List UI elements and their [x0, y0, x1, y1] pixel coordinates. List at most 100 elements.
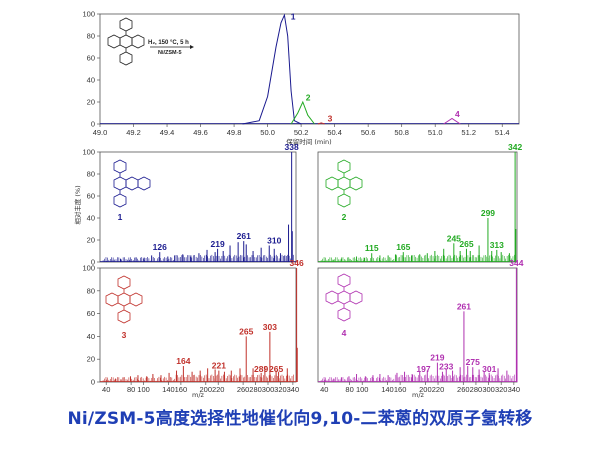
chrom-series-2: [290, 100, 315, 125]
ms4-x-tick-label: 260: [457, 385, 470, 394]
chrom-y-tick-label: 20: [87, 98, 95, 107]
ms1-y-tick-label: 0: [91, 258, 95, 267]
ms3-x-tick-label: 300: [262, 385, 275, 394]
ms-y-axis-label: 相对丰度 (%): [73, 185, 82, 224]
chrom-x-tick-label: 49.6: [193, 128, 208, 137]
chrom-peak-label: 4: [455, 109, 460, 119]
chrom-x-tick-label: 49.4: [160, 128, 175, 137]
chrom-x-tick-label: 51.2: [461, 128, 476, 137]
ms2-frame: [317, 151, 518, 263]
structure-compound-3: [105, 275, 143, 324]
chrom-peak-label: 3: [328, 114, 333, 124]
chrom-x-tick-label: 49.0: [93, 128, 108, 137]
ms3-peak-label: 289: [254, 364, 268, 374]
ms3-x-tick-label: 320: [274, 385, 287, 394]
reaction-catalyst: Ni/ZSM-5: [158, 50, 182, 56]
ms1-peak-label: 261: [237, 231, 251, 241]
ms2-peak-label: 265: [459, 239, 473, 249]
ms2-peak-label: 115: [365, 243, 379, 253]
ms3-x-tick-label: 140: [162, 385, 175, 394]
ms3-x-tick-label: 340: [287, 385, 300, 394]
chromatogram-chart: 0 20 40 60 80 100 49.0 49.2 49.4 49.6 49.8 50.0 50.…: [82, 10, 520, 146]
ms4-x-tick-label: 140: [381, 385, 394, 394]
chrom-x-tick-label: 49.8: [227, 128, 242, 137]
ms4-peak-label: 261: [457, 301, 471, 311]
ms3-peak-label: 164: [176, 356, 190, 366]
ms4-x-tick-label: 80: [345, 385, 353, 394]
chrom-y-tick-label: 80: [87, 32, 95, 41]
ms3-x-tick-label: 80: [127, 385, 135, 394]
ms1-peak-label: 338: [285, 142, 299, 152]
ms3-x-tick-label: 160: [175, 385, 188, 394]
chrom-x-tick-label: 49.2: [126, 128, 141, 137]
ms3-peak-label: 221: [212, 361, 226, 371]
chrom-x-tick-label: 50.6: [361, 128, 376, 137]
ms4-peak-label: 275: [466, 357, 480, 367]
ms4-x-tick-label: 40: [320, 385, 328, 394]
chrom-x-tick-label: 50.2: [294, 128, 309, 137]
ms3-x-tick-label: 200: [200, 385, 213, 394]
chrom-x-tick-label: 50.8: [394, 128, 409, 137]
chrom-peak-label: 2: [306, 93, 311, 103]
chromatogram-x-axis-label: 保留时间 (min): [286, 137, 331, 146]
ms2-peak-label: 342: [508, 142, 522, 152]
ms3-x-tick-label: 280: [249, 385, 262, 394]
ms4-x-tick-label: 320: [495, 385, 508, 394]
structure-compound-1: [113, 159, 151, 208]
ms2-peak-label: 245: [447, 233, 461, 243]
ms4-peak-label: 344: [509, 258, 523, 268]
ms3-y-tick-label: 100: [82, 264, 95, 273]
ms1-y-tick-label: 100: [82, 148, 95, 157]
compound-number-3: 3: [122, 330, 127, 340]
ms4-x-tick-label: 300: [482, 385, 495, 394]
chrom-y-tick-label: 100: [82, 10, 95, 19]
ms1-y-tick-label: 60: [87, 192, 95, 201]
ms1-y-tick-label: 20: [87, 236, 95, 245]
ms4-x-tick-label: 220: [432, 385, 445, 394]
caption-text: Ni/ZSM-5高度选择性地催化向9,10-二苯蒽的双原子氢转移: [67, 409, 533, 429]
reaction-conditions: H₂, 150 °C, 5 h: [148, 40, 189, 46]
structure-compound-4: [325, 273, 363, 322]
ms3-frame: [99, 267, 297, 383]
chrom-x-tick-label: 51.4: [495, 128, 510, 137]
figure-caption: Ni/ZSM-5高度选择性地催化向9,10-二苯蒽的双原子氢转移: [0, 404, 600, 429]
ms1-y-tick-label: 40: [87, 214, 95, 223]
ms3-y-tick-label: 60: [87, 309, 95, 318]
ms4-x-axis-label: m/z: [412, 391, 425, 399]
ms3-y-tick-label: 0: [91, 378, 95, 387]
ms3-y-tick-label: 40: [87, 332, 95, 341]
structure-compound-2: [325, 159, 363, 208]
ms4-x-tick-label: 100: [356, 385, 369, 394]
chrom-x-tick-label: 50.4: [327, 128, 342, 137]
ms4-peak-label: 233: [439, 362, 453, 372]
chrom-series-4: [443, 117, 461, 125]
ms3-x-tick-label: 100: [137, 385, 150, 394]
ms4-x-tick-label: 280: [470, 385, 483, 394]
ms1-frame: [99, 151, 297, 263]
ms4-frame: [317, 267, 518, 383]
ms1-peak-label: 219: [211, 239, 225, 249]
mass-spectrum-4: 40 80 100 140 160 200 220 260 280 300 320 340 344 261…: [317, 258, 524, 399]
chromatogram-frame: [99, 13, 520, 125]
ms1-peak-label: 126: [153, 242, 167, 252]
ms3-x-axis-label: m/z: [192, 391, 205, 399]
ms2-peak-label: 165: [396, 242, 410, 252]
ms3-peak-label: 303: [263, 322, 277, 332]
ms2-peak-label: 299: [481, 208, 495, 218]
chrom-y-tick-label: 40: [87, 76, 95, 85]
ms3-peak-label: 265: [269, 364, 283, 374]
mass-spectrum-1: 0 20 40 60 80 100 338 126 219 261 310 相对丰度 (%) 1: [73, 142, 299, 267]
ms3-peak-label: 346: [290, 258, 304, 268]
ms3-peak-label: 265: [239, 326, 253, 336]
ms4-x-tick-label: 160: [394, 385, 407, 394]
ms3-x-tick-label: 260: [237, 385, 250, 394]
compound-number-1: 1: [118, 212, 123, 222]
ms3-y-tick-label: 80: [87, 286, 95, 295]
ms3-x-tick-label: 40: [102, 385, 110, 394]
ms3-x-tick-label: 220: [212, 385, 225, 394]
compound-number-4: 4: [342, 328, 347, 338]
reaction-arrowhead: [190, 45, 194, 49]
